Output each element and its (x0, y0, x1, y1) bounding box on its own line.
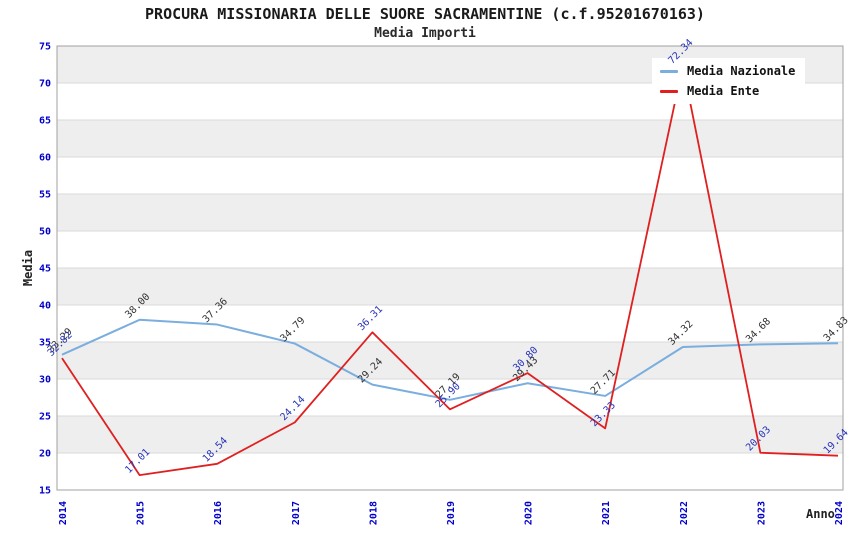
plot-band (57, 416, 843, 453)
legend-item-media-nazionale: Media Nazionale (660, 65, 795, 77)
legend-item-media-ente: Media Ente (660, 85, 795, 97)
x-tick-label: 2016 (213, 501, 224, 525)
plot-band (57, 194, 843, 231)
y-tick-label: 20 (39, 449, 51, 460)
media-nazionale-line-swatch (660, 69, 678, 73)
y-tick-label: 75 (39, 42, 51, 53)
y-tick-label: 15 (39, 486, 51, 497)
x-axis-title: Anno (806, 507, 835, 521)
series-line-media-nazionale (61, 318, 839, 401)
y-tick-label: 40 (39, 301, 51, 312)
x-tick-label: 2022 (679, 501, 690, 525)
x-tick-label: 2023 (756, 501, 767, 525)
plot-band (57, 379, 843, 416)
x-tick-label: 2021 (601, 501, 612, 525)
y-tick-label: 30 (39, 375, 51, 386)
plot-band (57, 231, 843, 268)
plot-band (57, 157, 843, 194)
x-tick-label: 2020 (524, 501, 535, 525)
series-line-media-ente (61, 64, 839, 477)
y-tick-label: 25 (39, 412, 51, 423)
plot-band (57, 453, 843, 490)
x-tick-label: 2024 (834, 501, 845, 525)
y-tick-label: 50 (39, 227, 51, 238)
legend: Media Nazionale Media Ente (652, 58, 806, 104)
chart-subtitle: Media Importi (374, 26, 476, 41)
y-tick-label: 60 (39, 153, 51, 164)
y-tick-label: 65 (39, 116, 51, 127)
legend-label-media-nazionale: Media Nazionale (687, 64, 796, 78)
plot-band (57, 305, 843, 342)
y-tick-label: 35 (39, 338, 51, 349)
x-tick-label: 2017 (291, 501, 302, 525)
plot-band (57, 120, 843, 157)
x-tick-label: 2014 (58, 501, 69, 525)
plot-band (57, 268, 843, 305)
plot-band (57, 342, 843, 379)
legend-label-media-ente: Media Ente (687, 84, 760, 98)
y-axis-title: Media (21, 249, 35, 287)
x-tick-label: 2019 (446, 501, 457, 525)
y-tick-label: 70 (39, 79, 51, 90)
y-tick-label: 45 (39, 264, 51, 275)
x-tick-label: 2018 (368, 501, 379, 525)
plot-border (56, 45, 844, 491)
y-tick-label: 55 (39, 190, 51, 201)
x-tick-label: 2015 (136, 501, 147, 525)
media-ente-line-swatch (660, 89, 678, 93)
chart-title: PROCURA MISSIONARIA DELLE SUORE SACRAMEN… (145, 5, 705, 23)
